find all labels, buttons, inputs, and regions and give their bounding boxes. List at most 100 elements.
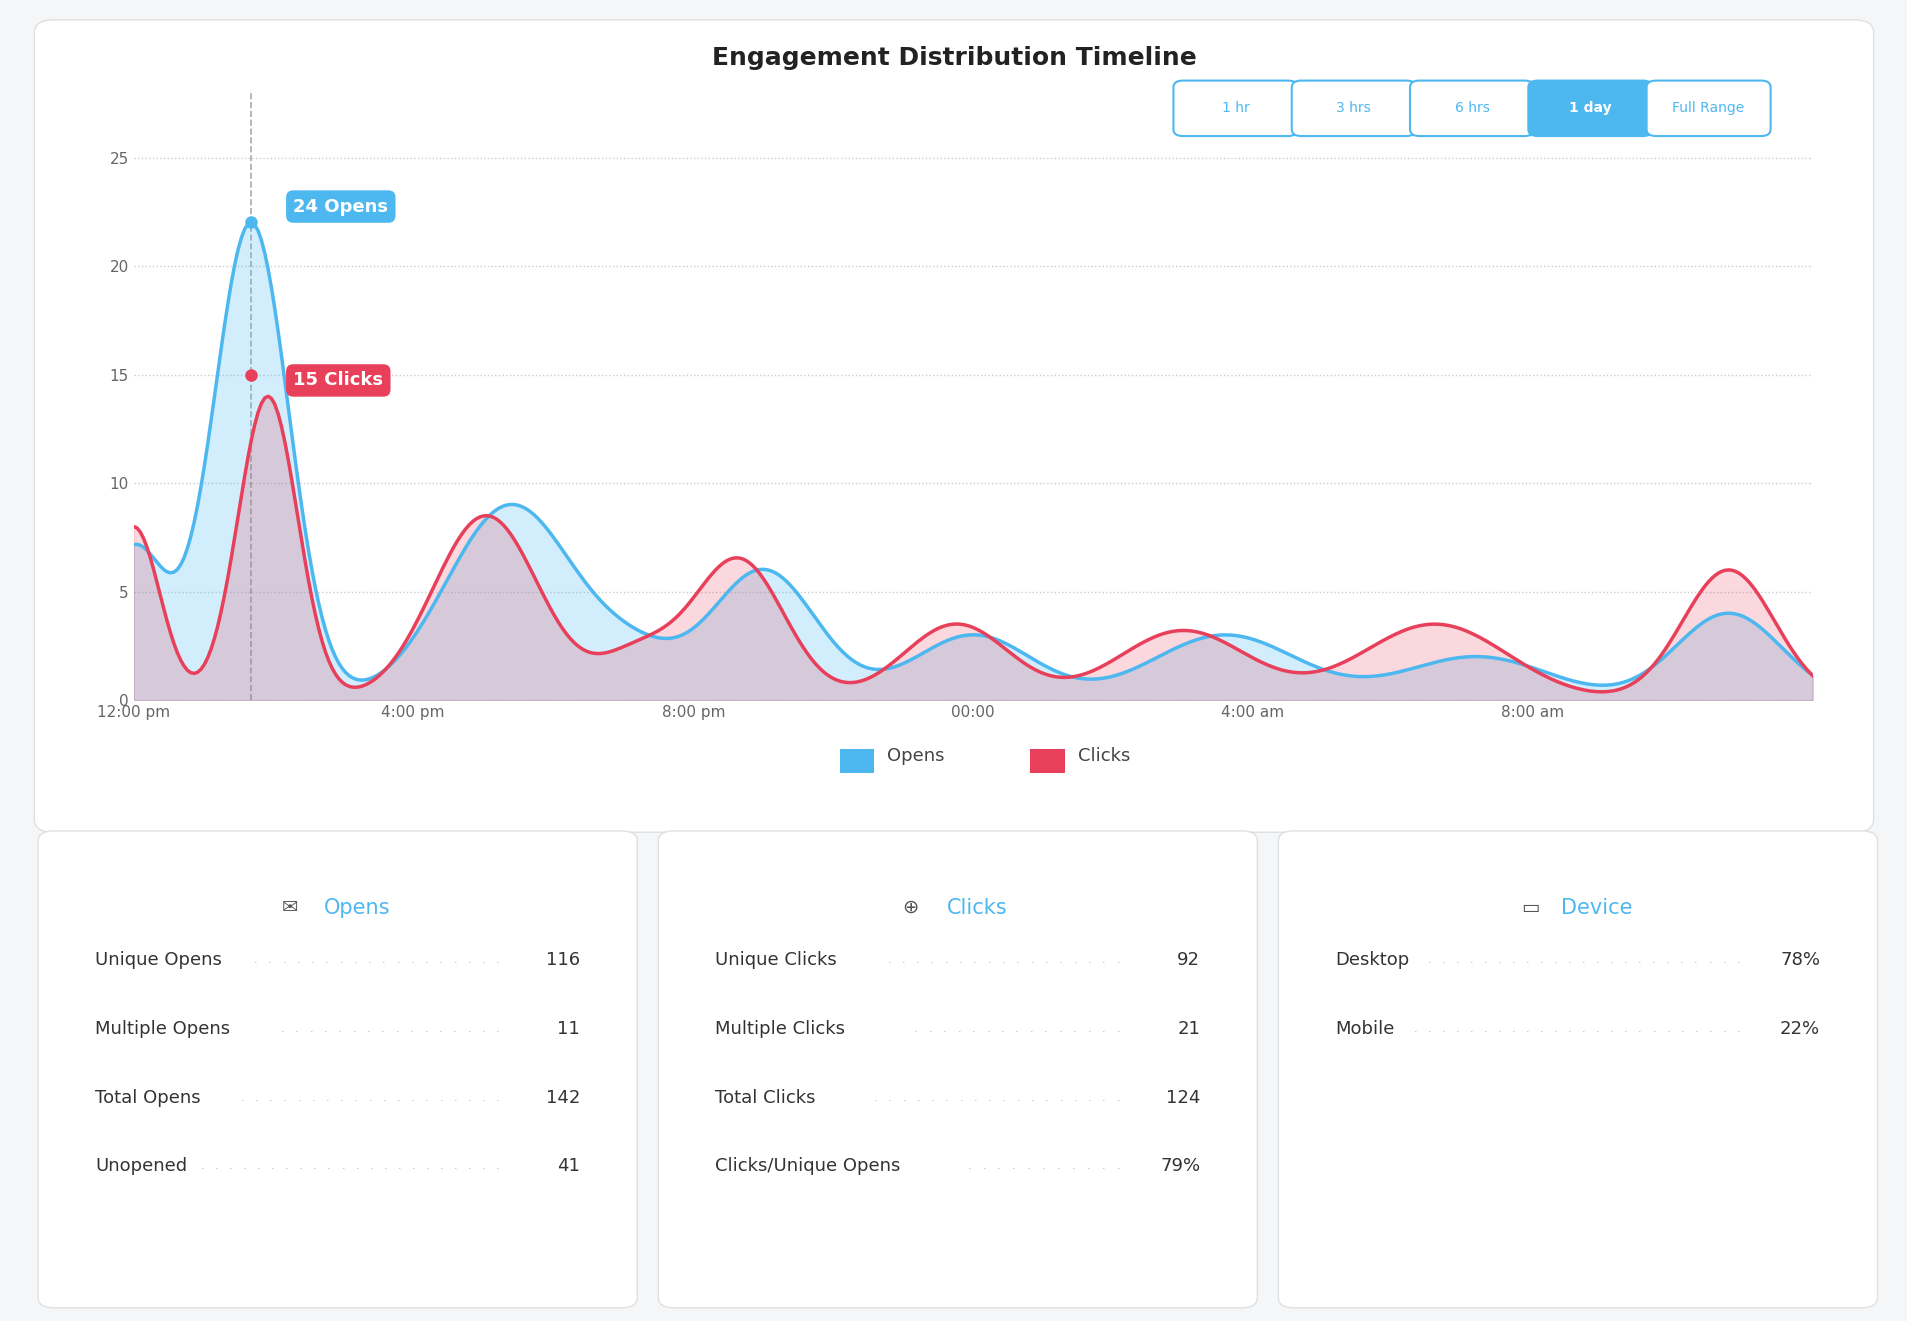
- Text: .: .: [1735, 1024, 1739, 1034]
- Text: .: .: [887, 955, 891, 966]
- Text: .: .: [1102, 1092, 1104, 1103]
- Text: .: .: [439, 1092, 442, 1103]
- Text: .: .: [1087, 955, 1091, 966]
- Text: .: .: [1085, 1161, 1089, 1172]
- Text: .: .: [200, 1161, 204, 1172]
- Text: .: .: [1510, 955, 1514, 966]
- Text: .: .: [1030, 1024, 1034, 1034]
- Text: .: .: [1043, 1024, 1047, 1034]
- Text: 11: 11: [557, 1020, 580, 1038]
- Text: 24 Opens: 24 Opens: [294, 198, 389, 215]
- Text: .: .: [1554, 1024, 1556, 1034]
- Text: .: .: [280, 1024, 284, 1034]
- Text: 41: 41: [557, 1157, 580, 1176]
- Text: 79%: 79%: [1159, 1157, 1200, 1176]
- Text: .: .: [339, 955, 343, 966]
- Text: .: .: [1030, 955, 1034, 966]
- Text: .: .: [1526, 955, 1528, 966]
- Text: .: .: [269, 1092, 273, 1103]
- Text: .: .: [1497, 1024, 1501, 1034]
- Text: .: .: [1116, 1092, 1119, 1103]
- Text: .: .: [1001, 1092, 1005, 1103]
- Text: Desktop: Desktop: [1335, 951, 1409, 970]
- Text: .: .: [1665, 1024, 1669, 1034]
- Text: 78%: 78%: [1779, 951, 1819, 970]
- Text: .: .: [282, 955, 286, 966]
- Text: .: .: [439, 955, 442, 966]
- Text: .: .: [299, 1161, 303, 1172]
- Text: .: .: [1058, 1092, 1062, 1103]
- Text: .: .: [297, 1092, 301, 1103]
- Text: Clicks: Clicks: [1077, 746, 1129, 765]
- Text: .: .: [338, 1024, 341, 1034]
- Text: .: .: [242, 1161, 246, 1172]
- Text: .: .: [1722, 955, 1726, 966]
- Text: Device: Device: [1560, 897, 1632, 918]
- Text: .: .: [467, 1161, 471, 1172]
- Text: .: .: [496, 1092, 500, 1103]
- Text: .: .: [296, 955, 299, 966]
- Text: .: .: [1581, 955, 1585, 966]
- Text: .: .: [1426, 1024, 1430, 1034]
- Text: .: .: [1610, 1024, 1613, 1034]
- Text: .: .: [381, 1092, 385, 1103]
- Text: Full Range: Full Range: [1672, 102, 1743, 115]
- Text: .: .: [999, 1024, 1003, 1034]
- Text: .: .: [873, 1092, 877, 1103]
- Text: .: .: [496, 1161, 500, 1172]
- Text: Clicks: Clicks: [946, 897, 1007, 918]
- Text: 6 hrs: 6 hrs: [1453, 102, 1489, 115]
- Text: .: .: [423, 1024, 427, 1034]
- Text: .: .: [441, 1161, 442, 1172]
- Text: .: .: [383, 1161, 387, 1172]
- Text: .: .: [214, 1161, 217, 1172]
- Text: 1 hr: 1 hr: [1220, 102, 1249, 115]
- Text: .: .: [915, 955, 919, 966]
- Text: .: .: [931, 1092, 934, 1103]
- Text: .: .: [381, 955, 385, 966]
- Text: .: .: [1001, 955, 1005, 966]
- Text: Opens: Opens: [887, 746, 944, 765]
- Text: .: .: [973, 1092, 976, 1103]
- Text: .: .: [942, 1024, 946, 1034]
- Text: .: .: [309, 1024, 313, 1034]
- Text: .: .: [1045, 1092, 1049, 1103]
- Text: .: .: [341, 1161, 345, 1172]
- Text: .: .: [271, 1161, 275, 1172]
- Text: .: .: [1455, 955, 1459, 966]
- Text: .: .: [324, 955, 328, 966]
- Text: .: .: [988, 955, 990, 966]
- Text: .: .: [425, 1161, 429, 1172]
- Text: .: .: [1056, 1161, 1060, 1172]
- Text: .: .: [1015, 1024, 1018, 1034]
- Text: .: .: [1722, 1024, 1726, 1034]
- Text: .: .: [1680, 955, 1682, 966]
- Text: .: .: [397, 1092, 400, 1103]
- Text: .: .: [425, 1092, 429, 1103]
- Text: .: .: [353, 955, 357, 966]
- Text: .: .: [915, 1092, 919, 1103]
- Text: .: .: [913, 1024, 917, 1034]
- Text: .: .: [1610, 955, 1613, 966]
- Text: 21: 21: [1177, 1020, 1200, 1038]
- Text: .: .: [311, 955, 315, 966]
- Text: .: .: [929, 1024, 933, 1034]
- Text: .: .: [973, 955, 976, 966]
- Text: Unopened: Unopened: [95, 1157, 187, 1176]
- Text: .: .: [1665, 955, 1669, 966]
- Text: .: .: [1058, 955, 1062, 966]
- Text: .: .: [454, 955, 458, 966]
- Text: .: .: [1693, 955, 1697, 966]
- Text: .: .: [482, 1092, 486, 1103]
- Text: .: .: [467, 955, 471, 966]
- Text: .: .: [1735, 955, 1739, 966]
- Text: .: .: [1026, 1161, 1030, 1172]
- Text: Unique Clicks: Unique Clicks: [715, 951, 837, 970]
- Text: .: .: [467, 1024, 471, 1034]
- Text: .: .: [254, 1092, 257, 1103]
- Text: .: .: [482, 1024, 484, 1034]
- Text: .: .: [1693, 1024, 1697, 1034]
- Text: .: .: [1539, 955, 1543, 966]
- Text: Engagement Distribution Timeline: Engagement Distribution Timeline: [711, 46, 1196, 70]
- Text: .: .: [1074, 955, 1076, 966]
